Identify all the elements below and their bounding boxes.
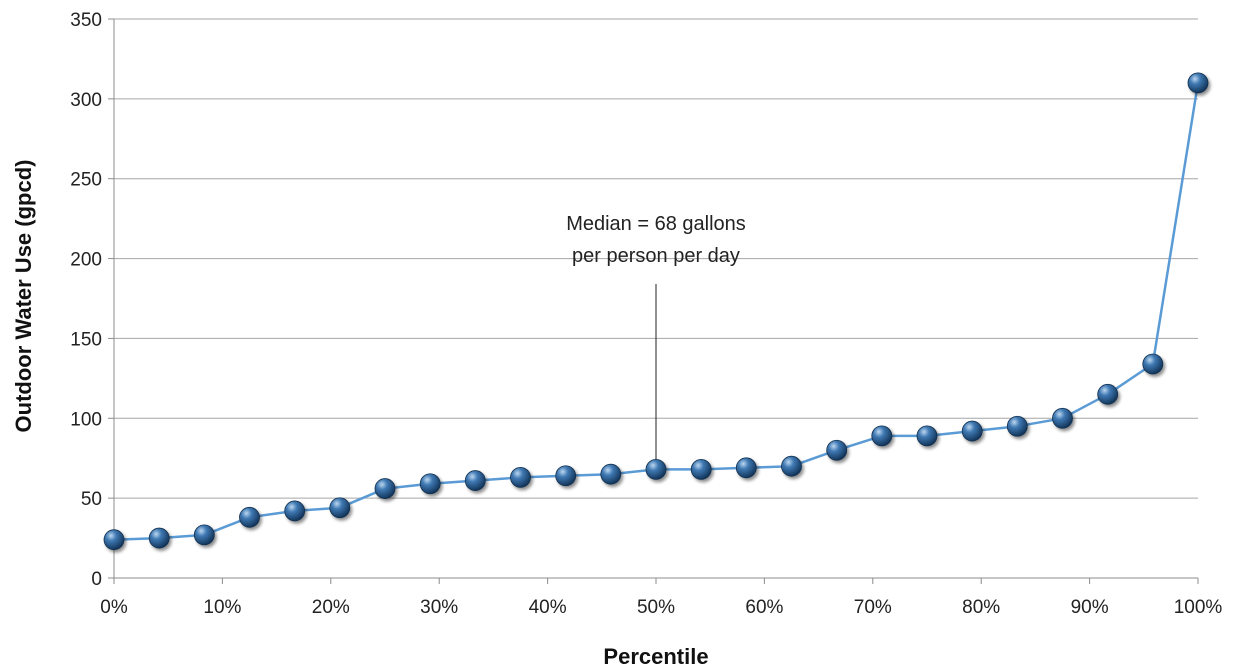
axes — [108, 18, 1199, 584]
data-point-marker — [871, 425, 893, 447]
x-tick-label: 70% — [854, 597, 892, 618]
tick-labels: 0 50 100 150 200 250 300 350 0% 10% 20% 30% 40% 50% 60… — [70, 10, 1222, 618]
data-point-marker — [510, 466, 531, 488]
data-point-marker — [1142, 353, 1164, 375]
data-point-marker — [239, 506, 260, 528]
annotation-text: per person per day — [572, 245, 740, 267]
data-point-marker — [103, 529, 125, 551]
data-point-marker — [781, 455, 802, 477]
x-tick-label: 50% — [637, 597, 675, 618]
y-axis-title: Outdoor Water Use (gpcd) — [11, 160, 36, 433]
y-tick-label: 350 — [70, 10, 102, 31]
x-tick-label: 30% — [420, 597, 458, 618]
data-point-marker — [148, 527, 170, 549]
x-tick-label: 0% — [100, 597, 128, 618]
data-point-marker — [690, 458, 712, 480]
x-axis-title: Percentile — [603, 644, 708, 669]
y-tick-label: 250 — [70, 170, 102, 191]
x-tick-label: 80% — [962, 597, 1000, 618]
data-point-marker — [284, 500, 306, 522]
x-tick-label: 100% — [1174, 597, 1223, 618]
x-tick-label: 90% — [1071, 597, 1109, 618]
data-point-marker — [735, 457, 757, 479]
y-tick-label: 100 — [70, 409, 102, 430]
annotation-text: Median = 68 gallons — [566, 213, 746, 235]
data-point-marker — [916, 425, 938, 447]
data-point-marker — [329, 497, 351, 519]
data-point-marker — [1187, 72, 1209, 94]
y-tick-label: 200 — [70, 250, 102, 271]
data-point-marker — [1052, 407, 1073, 429]
y-tick-label: 0 — [91, 569, 102, 590]
x-tick-label: 40% — [529, 597, 567, 618]
data-point-marker — [645, 458, 667, 480]
series — [103, 72, 1209, 551]
data-point-marker — [961, 420, 983, 442]
data-point-marker — [1097, 383, 1119, 405]
data-point-marker — [419, 473, 441, 495]
y-tick-label: 50 — [81, 489, 102, 510]
data-point-marker — [555, 465, 577, 487]
data-point-marker — [464, 470, 486, 491]
y-tick-label: 150 — [70, 329, 102, 350]
x-tick-label: 20% — [312, 597, 350, 618]
annotations: Median = 68 gallons per person per day — [566, 213, 746, 470]
x-tick-label: 60% — [745, 597, 783, 618]
data-point-marker — [1006, 415, 1028, 437]
data-point-marker — [826, 439, 848, 461]
data-point-marker — [374, 478, 396, 499]
y-tick-label: 300 — [70, 90, 102, 111]
x-tick-label: 10% — [203, 597, 241, 618]
data-point-marker — [193, 524, 215, 546]
data-point-marker — [600, 463, 622, 485]
